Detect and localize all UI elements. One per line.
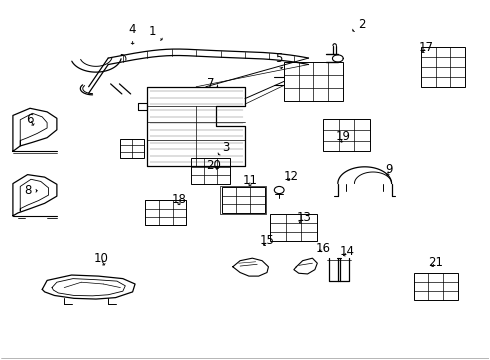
Text: 5: 5 — [275, 51, 283, 68]
Text: 18: 18 — [172, 193, 187, 206]
Bar — [220, 186, 267, 215]
Text: 12: 12 — [284, 170, 299, 183]
Bar — [421, 47, 465, 87]
Text: 10: 10 — [94, 252, 108, 265]
Text: 6: 6 — [26, 113, 34, 126]
Bar — [121, 139, 144, 158]
Bar — [221, 187, 265, 213]
Bar — [323, 119, 369, 151]
Text: 15: 15 — [260, 234, 274, 247]
Text: 13: 13 — [296, 211, 311, 224]
Text: 9: 9 — [386, 163, 393, 176]
Text: 7: 7 — [207, 77, 218, 90]
Bar — [284, 62, 343, 101]
Bar — [145, 201, 186, 225]
Text: 14: 14 — [340, 245, 355, 258]
Text: 2: 2 — [353, 18, 366, 32]
Text: 1: 1 — [148, 25, 162, 40]
Text: 17: 17 — [418, 41, 433, 54]
Bar — [270, 214, 317, 241]
Bar — [191, 158, 230, 184]
Text: 8: 8 — [24, 184, 37, 197]
Text: 11: 11 — [243, 174, 257, 186]
Text: 20: 20 — [206, 159, 220, 172]
Bar — [414, 273, 458, 300]
Text: 4: 4 — [129, 23, 136, 44]
Text: 21: 21 — [428, 256, 443, 269]
Text: 19: 19 — [335, 130, 350, 144]
Text: 16: 16 — [316, 242, 331, 255]
Text: 3: 3 — [218, 141, 229, 155]
